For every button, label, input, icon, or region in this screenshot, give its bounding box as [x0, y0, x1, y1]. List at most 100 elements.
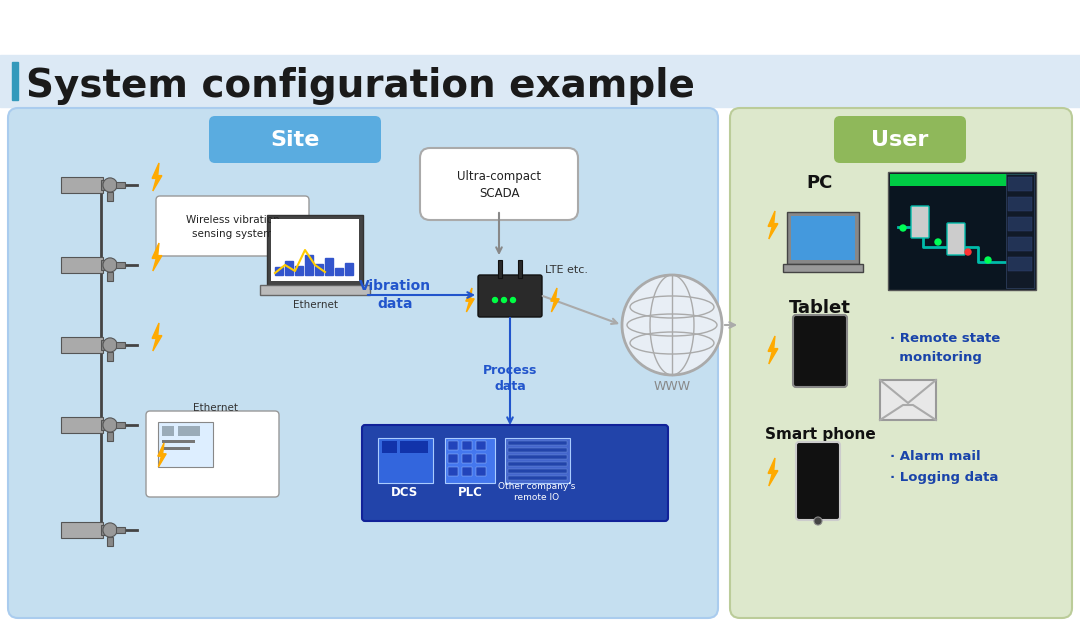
FancyBboxPatch shape	[156, 196, 309, 256]
FancyBboxPatch shape	[62, 257, 103, 273]
Text: Ethernet: Ethernet	[192, 403, 238, 413]
Bar	[295, 266, 303, 275]
Bar	[508, 462, 567, 466]
Bar	[107, 432, 112, 441]
Text: WWW: WWW	[653, 380, 690, 394]
Bar	[162, 447, 190, 450]
Circle shape	[900, 225, 906, 231]
Bar	[100, 340, 108, 350]
Polygon shape	[465, 288, 474, 312]
Bar	[498, 260, 502, 278]
Circle shape	[103, 523, 117, 537]
Bar	[1005, 174, 1034, 288]
Bar	[448, 467, 458, 476]
Bar	[505, 438, 570, 483]
Text: · Remote state
  monitoring: · Remote state monitoring	[890, 332, 1000, 364]
Bar	[783, 264, 863, 272]
Bar	[476, 441, 486, 450]
Bar	[445, 438, 495, 483]
Bar	[1008, 237, 1032, 251]
Text: Process
data: Process data	[483, 363, 537, 392]
Bar	[335, 268, 343, 275]
Bar	[116, 527, 125, 533]
Bar	[378, 438, 433, 483]
Polygon shape	[768, 211, 778, 239]
FancyBboxPatch shape	[210, 116, 381, 163]
FancyBboxPatch shape	[420, 148, 578, 220]
Circle shape	[103, 418, 117, 432]
Bar	[880, 380, 936, 420]
Bar	[1008, 217, 1032, 231]
Bar	[1008, 197, 1032, 211]
Text: System configuration example: System configuration example	[26, 67, 694, 105]
Bar	[116, 342, 125, 348]
FancyBboxPatch shape	[793, 315, 847, 387]
Bar	[100, 420, 108, 430]
Bar	[107, 271, 112, 281]
Bar	[162, 426, 174, 436]
Bar	[791, 216, 855, 260]
FancyBboxPatch shape	[478, 275, 542, 317]
Bar	[476, 454, 486, 463]
Text: Vibration
data: Vibration data	[359, 280, 431, 310]
FancyBboxPatch shape	[62, 416, 103, 433]
Bar	[100, 526, 108, 534]
Bar	[271, 219, 359, 281]
Bar	[12, 62, 18, 100]
Circle shape	[501, 297, 507, 302]
Bar	[267, 215, 363, 285]
Bar	[462, 441, 472, 450]
Bar	[508, 441, 567, 445]
FancyBboxPatch shape	[730, 108, 1072, 618]
Polygon shape	[152, 163, 162, 191]
FancyBboxPatch shape	[362, 425, 669, 521]
Bar	[800, 323, 840, 375]
Circle shape	[622, 275, 723, 375]
Bar	[116, 262, 125, 268]
FancyBboxPatch shape	[8, 108, 718, 618]
FancyBboxPatch shape	[146, 411, 279, 497]
Bar	[1008, 177, 1032, 191]
Bar	[462, 454, 472, 463]
Bar	[508, 448, 567, 452]
Circle shape	[814, 517, 822, 525]
Bar	[508, 455, 567, 459]
Text: DCS: DCS	[391, 485, 419, 498]
Bar	[260, 285, 370, 295]
FancyBboxPatch shape	[796, 442, 840, 520]
Text: Ethernet: Ethernet	[293, 300, 337, 310]
Text: Site: Site	[270, 130, 320, 150]
Bar	[0, 55, 1080, 107]
Circle shape	[511, 297, 515, 302]
FancyBboxPatch shape	[62, 177, 103, 194]
Polygon shape	[152, 323, 162, 351]
FancyBboxPatch shape	[62, 336, 103, 353]
FancyBboxPatch shape	[62, 522, 103, 538]
Bar	[448, 441, 458, 450]
Bar	[518, 260, 522, 278]
Bar	[448, 454, 458, 463]
Polygon shape	[768, 336, 778, 364]
Text: Smart phone: Smart phone	[765, 427, 876, 442]
Bar	[116, 182, 125, 188]
Text: Wireless vibration
sensing system: Wireless vibration sensing system	[186, 215, 280, 239]
Bar	[305, 255, 313, 275]
Bar	[804, 451, 833, 507]
Bar	[285, 261, 293, 275]
Bar	[107, 192, 112, 201]
Bar	[462, 467, 472, 476]
Bar	[888, 172, 1036, 290]
Bar	[508, 469, 567, 473]
Circle shape	[103, 258, 117, 272]
Bar	[476, 467, 486, 476]
FancyBboxPatch shape	[834, 116, 966, 163]
FancyBboxPatch shape	[912, 206, 929, 238]
Bar	[178, 426, 200, 436]
Circle shape	[985, 257, 991, 263]
Bar	[158, 422, 213, 467]
Circle shape	[966, 249, 971, 255]
Text: Other company's
remote IO: Other company's remote IO	[498, 482, 576, 502]
Bar	[275, 267, 283, 275]
Text: Ultra-compact
SCADA: Ultra-compact SCADA	[457, 170, 541, 200]
FancyBboxPatch shape	[947, 223, 966, 255]
